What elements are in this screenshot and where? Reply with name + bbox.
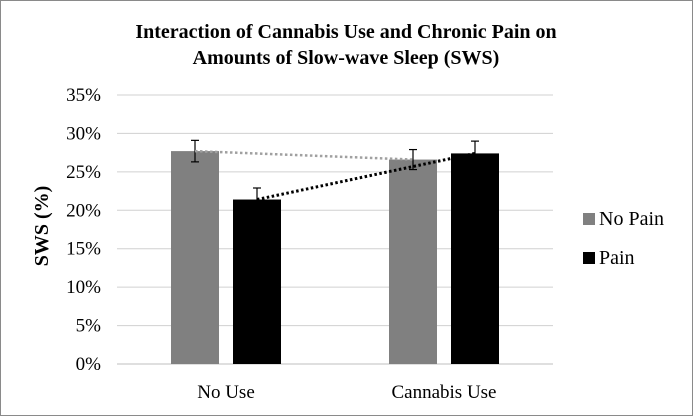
y-tick-label: 25% [66, 162, 101, 183]
x-tick-label: Cannabis Use [391, 382, 496, 403]
y-tick-labels: 0% 5% 10% 15% 20% 25% 30% 35% [66, 85, 101, 375]
bars [171, 151, 499, 364]
trendline-no-pain [194, 149, 414, 161]
x-tick-label: No Use [197, 382, 255, 403]
bar-pain [233, 199, 281, 364]
y-axis-label: SWS (%) [31, 186, 53, 267]
legend-label: Pain [599, 247, 635, 269]
trendlines [194, 149, 476, 201]
y-tick-label: 30% [66, 123, 101, 144]
bar-no-pain [389, 159, 437, 364]
y-tick-label: 15% [66, 239, 101, 260]
legend-label: No Pain [599, 208, 664, 230]
legend-swatch-pain [583, 252, 595, 264]
y-tick-label: 10% [66, 277, 101, 298]
trendline-pain [256, 151, 476, 201]
bar-pain [451, 153, 499, 364]
y-tick-label: 35% [66, 85, 101, 106]
chart-title-line-2: Amounts of Slow-wave Sleep (SWS) [193, 47, 500, 69]
bar-no-pain [171, 151, 219, 364]
y-tick-label: 5% [76, 316, 102, 337]
legend-swatch-no-pain [583, 213, 595, 225]
x-tick-labels: No Use Cannabis Use [197, 382, 496, 403]
y-tick-label: 0% [76, 354, 102, 375]
y-tick-label: 20% [66, 200, 101, 221]
legend: No Pain Pain [583, 208, 664, 269]
chart-title-line-1: Interaction of Cannabis Use and Chronic … [135, 21, 556, 43]
